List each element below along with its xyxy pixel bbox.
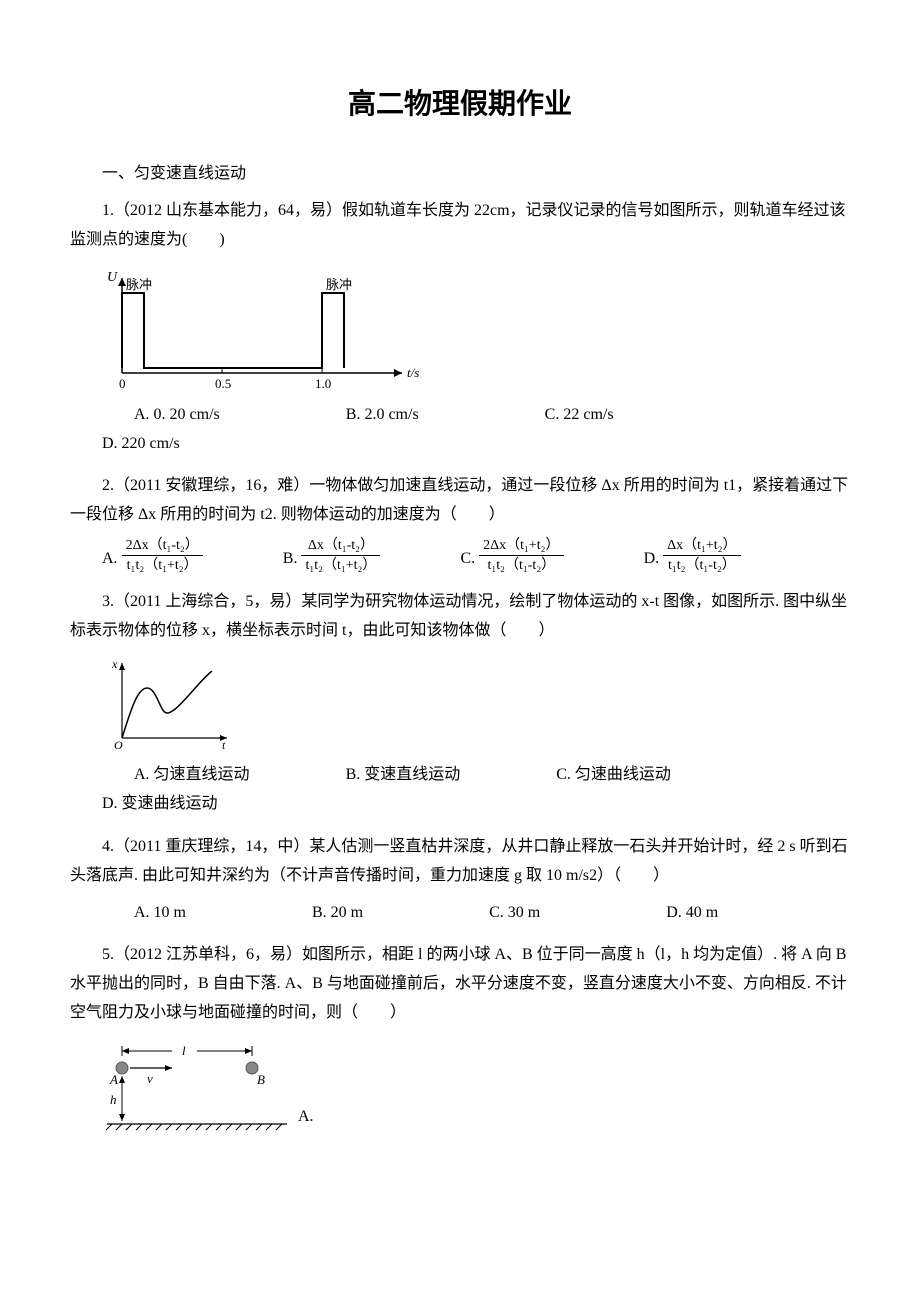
q5-v: v (147, 1071, 153, 1086)
q4-optC: C. 30 m (457, 899, 540, 928)
q1-figure: U 脉冲 脉冲 0 0.5 1.0 t/s (102, 263, 850, 393)
q4-text: 4.（2011 重庆理综，14，中）某人估测一竖直枯井深度，从井口静止释放一石头… (70, 833, 850, 891)
q2-optD: D. Δx（t₁+t₂） t₁t₂（t₁-t₂） (644, 538, 741, 574)
q2-optB-label: B. (283, 545, 298, 574)
q1-ylabel: U (107, 270, 118, 285)
q3-optC: C. 匀速曲线运动 (524, 761, 671, 790)
q1-optC: C. 22 cm/s (513, 401, 614, 430)
q5-text: 5.（2012 江苏单科，6，易）如图所示，相距 l 的两小球 A、B 位于同一… (70, 941, 850, 1027)
q1-x1: 0.5 (215, 376, 231, 391)
q2-optA: A. 2Δx（t₁-t₂） t₁t₂（t₁+t₂） (102, 538, 203, 574)
q5-figure: l A B v h A. (102, 1036, 850, 1136)
q2-optB: B. Δx（t₁-t₂） t₁t₂（t₁+t₂） (283, 538, 381, 574)
q2-optC: C. 2Δx（t₁+t₂） t₁t₂（t₁-t₂） (460, 538, 563, 574)
q2-optC-frac: 2Δx（t₁+t₂） t₁t₂（t₁-t₂） (479, 538, 563, 574)
q2-optC-label: C. (460, 545, 475, 574)
q2-optA-frac: 2Δx（t₁-t₂） t₁t₂（t₁+t₂） (122, 538, 203, 574)
q3-optD: D. 变速曲线运动 (70, 790, 218, 819)
q1-optA: A. 0. 20 cm/s (102, 401, 220, 430)
frac-den: t₁t₂（t₁+t₂） (122, 556, 203, 573)
section-heading: 一、匀变速直线运动 (70, 160, 850, 189)
q3-optA: A. 匀速直线运动 (102, 761, 250, 790)
frac-den: t₁t₂（t₁+t₂） (301, 556, 380, 573)
frac-den: t₁t₂（t₁-t₂） (663, 556, 740, 573)
frac-num: Δx（t₁-t₂） (301, 538, 380, 556)
q4-optD: D. 40 m (634, 899, 718, 928)
q1-optD: D. 220 cm/s (70, 430, 180, 459)
q1-optB: B. 2.0 cm/s (314, 401, 419, 430)
q2-options: A. 2Δx（t₁-t₂） t₁t₂（t₁+t₂） B. Δx（t₁-t₂） t… (70, 538, 850, 574)
q1-pulse1: 脉冲 (126, 277, 152, 292)
q3-origin: O (114, 738, 123, 752)
q1-options: A. 0. 20 cm/s B. 2.0 cm/s C. 22 cm/s D. … (70, 401, 850, 459)
frac-den: t₁t₂（t₁-t₂） (479, 556, 563, 573)
frac-num: 2Δx（t₁-t₂） (122, 538, 203, 556)
frac-num: 2Δx（t₁+t₂） (479, 538, 563, 556)
q1-x0: 0 (119, 376, 126, 391)
q5-h: h (110, 1092, 117, 1107)
q4-optA: A. 10 m (102, 899, 186, 928)
q2-optB-frac: Δx（t₁-t₂） t₁t₂（t₁+t₂） (301, 538, 380, 574)
q3-options: A. 匀速直线运动 B. 变速直线运动 C. 匀速曲线运动 D. 变速曲线运动 (70, 761, 850, 819)
q2-optD-label: D. (644, 545, 660, 574)
q4-options: A. 10 m B. 20 m C. 30 m D. 40 m (70, 899, 850, 928)
q5-l: l (182, 1043, 186, 1058)
q5-tailA: A. (298, 1103, 314, 1136)
q1-x2: 1.0 (315, 376, 331, 391)
q3-optB: B. 变速直线运动 (314, 761, 461, 790)
q3-xlabel: t (222, 738, 226, 752)
q1-xlabel: t/s (407, 365, 419, 380)
q5-B: B (257, 1072, 265, 1087)
q3-text: 3.（2011 上海综合，5，易）某同学为研究物体运动情况，绘制了物体运动的 x… (70, 588, 850, 646)
q2-optA-label: A. (102, 545, 118, 574)
q2-optD-frac: Δx（t₁+t₂） t₁t₂（t₁-t₂） (663, 538, 740, 574)
q1-text: 1.（2012 山东基本能力，64，易）假如轨道车长度为 22cm，记录仪记录的… (70, 197, 850, 255)
q5-A: A (109, 1072, 118, 1087)
q3-ylabel: x (111, 657, 118, 671)
q1-pulse2: 脉冲 (326, 277, 352, 292)
q3-figure: x O t (102, 653, 850, 753)
q4-optB: B. 20 m (280, 899, 363, 928)
frac-num: Δx（t₁+t₂） (663, 538, 740, 556)
q2-text: 2.（2011 安徽理综，16，难）一物体做匀加速直线运动，通过一段位移 Δx … (70, 472, 850, 530)
page-title: 高二物理假期作业 (70, 80, 850, 130)
